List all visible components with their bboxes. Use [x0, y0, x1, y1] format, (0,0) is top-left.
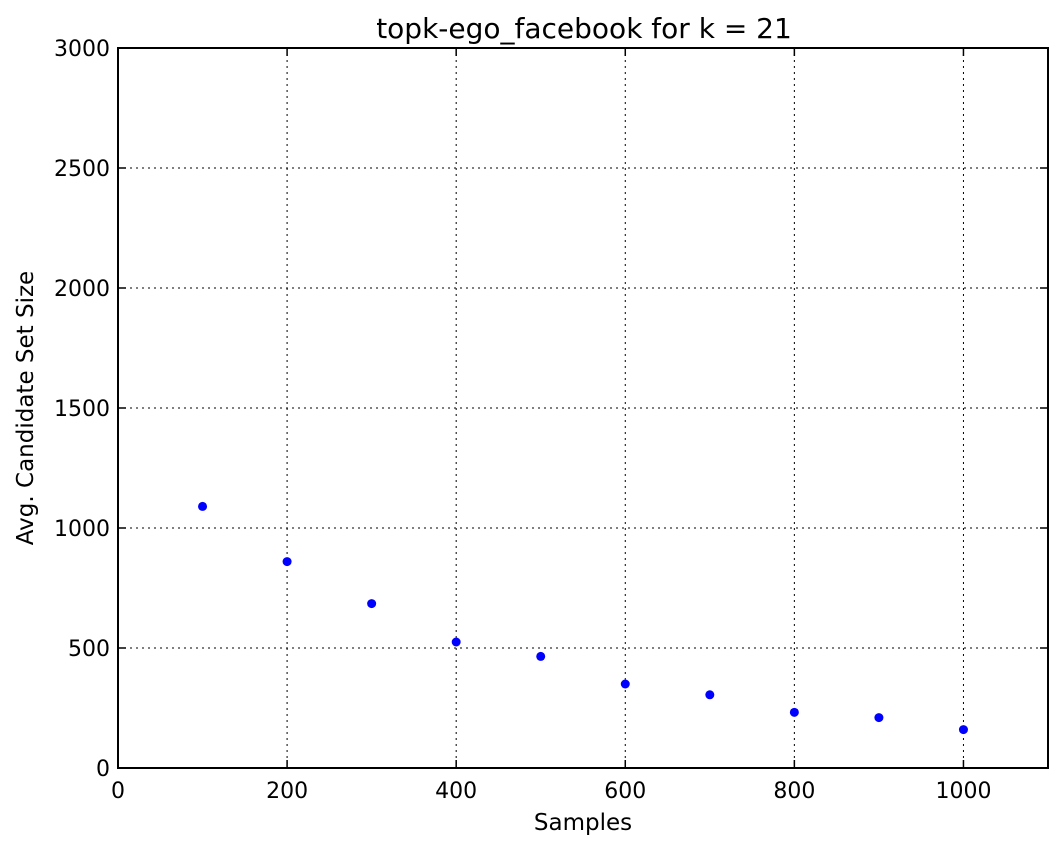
y-axis-label: Avg. Candidate Set Size: [13, 271, 39, 545]
data-point: [282, 557, 292, 567]
y-tick-label: 2000: [54, 277, 110, 302]
x-tick-label: 200: [266, 779, 308, 804]
data-point: [451, 637, 461, 647]
data-point: [958, 725, 968, 735]
data-point: [198, 501, 208, 511]
y-tick-label: 500: [68, 637, 110, 662]
data-point: [620, 679, 630, 689]
data-point: [874, 713, 884, 723]
data-point: [789, 707, 799, 717]
y-tick-label: 2500: [54, 157, 110, 182]
y-tick-label: 3000: [54, 37, 110, 62]
data-point: [705, 690, 715, 700]
plot-frame: [117, 47, 1049, 769]
y-tick-label: 1500: [54, 397, 110, 422]
x-tick-label: 0: [111, 779, 125, 804]
y-tick-label: 0: [96, 757, 110, 782]
x-tick-label: 400: [435, 779, 477, 804]
x-axis-label: Samples: [534, 810, 632, 836]
data-point: [367, 599, 377, 609]
x-tick-label: 800: [773, 779, 815, 804]
data-point: [536, 651, 546, 661]
points-layer: [198, 501, 968, 735]
x-tick-label: 600: [604, 779, 646, 804]
chart-title: topk-ego_facebook for k = 21: [376, 12, 792, 45]
grid-layer: [117, 47, 1048, 769]
x-tick-label: 1000: [935, 779, 991, 804]
tick-layer: 0 200 400 600 800 1000 0 500 1000 1500 2000 2500 300…: [54, 37, 1048, 804]
y-tick-label: 1000: [54, 517, 110, 542]
